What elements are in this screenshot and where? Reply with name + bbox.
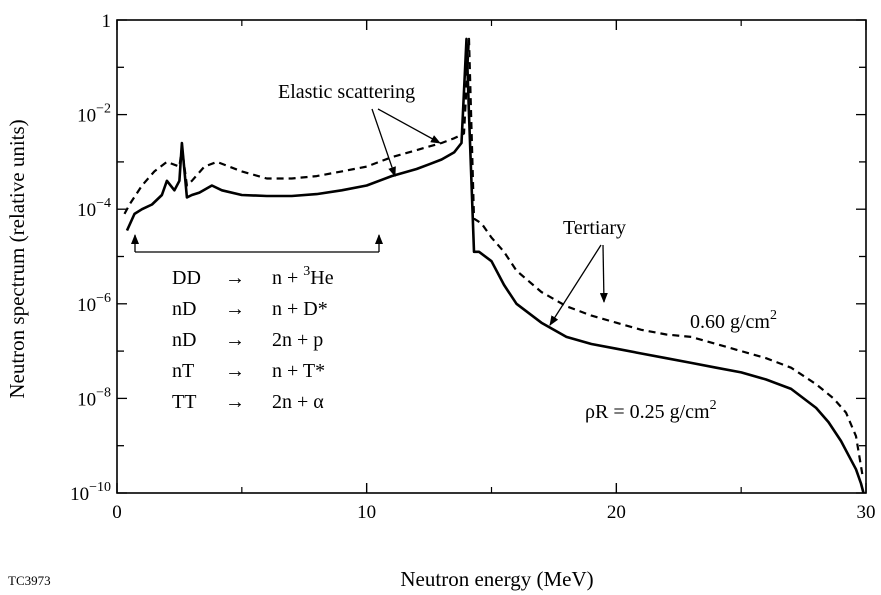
reaction-arrow: → [225,329,245,351]
series-label-0-60-main: 0.60 g/cm [690,311,770,333]
plot-border [116,19,867,494]
y-tick-exponent: −6 [96,291,111,306]
reaction-arrow: → [225,391,245,413]
y-tick-base: 10 [77,389,96,410]
reaction-left: nD [172,298,196,320]
series-label-0-60-sup: 2 [770,308,777,323]
series-label-0-25-main: ρR = 0.25 g/cm [585,401,710,423]
y-tick-exponent: −4 [96,196,111,211]
series-line-0-25 [125,37,865,494]
reaction-products-main: n + D* [272,298,328,320]
reaction-products: 2n + α [272,391,324,413]
x-tick-label: 30 [857,502,876,523]
y-tick-label: 10−4 [77,196,111,221]
reaction-left: DD [172,267,201,289]
reaction-products: n + T* [272,360,325,382]
y-axis-label: Neutron spectrum (relative units) [5,119,29,398]
y-tick-exponent: −2 [96,102,111,117]
y-tick-label: 10−8 [77,385,111,410]
y-tick-base: 1 [102,11,112,32]
reaction-products-main: n + [272,267,303,289]
reaction-products-main: 2n + α [272,391,324,413]
reaction-products: 2n + p [272,329,323,351]
series-line-0-60 [123,37,864,475]
tertiary-arrow-dashed [599,244,608,303]
tertiary-arrow-solid [549,244,602,326]
x-tick-label: 20 [607,502,626,523]
reaction-left: nT [172,360,194,382]
reaction-left: TT [172,391,196,413]
reaction-products-sup: 3 [303,264,310,279]
elastic-arrow-solid [371,108,396,177]
y-tick-exponent: −8 [96,385,111,400]
y-tick-label: 1 [102,11,112,32]
y-tick-base: 10 [70,484,89,505]
series-label-0-25-sup: 2 [710,398,717,413]
reaction-products: n + D* [272,298,328,320]
x-axis-label: Neutron energy (MeV) [400,567,593,591]
x-tick-label: 0 [112,502,122,523]
elastic-arrow-dashed [377,108,441,144]
y-tick-exponent: −10 [89,480,111,495]
figure-id: TC3973 [8,573,51,588]
tertiary-label: Tertiary [563,217,626,239]
series-label-0-25: ρR = 0.25 g/cm2 [585,398,717,423]
reaction-products-tail: He [310,267,333,289]
series-group [123,37,865,494]
y-tick-label: 10−2 [77,102,111,127]
elastic-scattering-label: Elastic scattering [278,81,415,103]
reaction-products: n + 3He [272,264,334,289]
y-tick-base: 10 [77,295,96,316]
reaction-left: nD [172,329,196,351]
reaction-products-main: n + T* [272,360,325,382]
annotations-group: Elastic scattering Tertiary DD → n + 3He nD → n… [131,81,777,423]
reaction-products-main: 2n + p [272,329,323,351]
reaction-arrow: → [225,267,245,289]
y-tick-base: 10 [77,106,96,127]
series-label-0-60: 0.60 g/cm2 [690,308,777,333]
y-tick-label: 10−10 [70,480,111,505]
x-tick-label: 10 [357,502,376,523]
y-tick-label: 10−6 [77,291,111,316]
reaction-arrow: → [225,360,245,382]
y-tick-base: 10 [77,200,96,221]
plot-frame [116,19,867,494]
reaction-arrow: → [225,298,245,320]
